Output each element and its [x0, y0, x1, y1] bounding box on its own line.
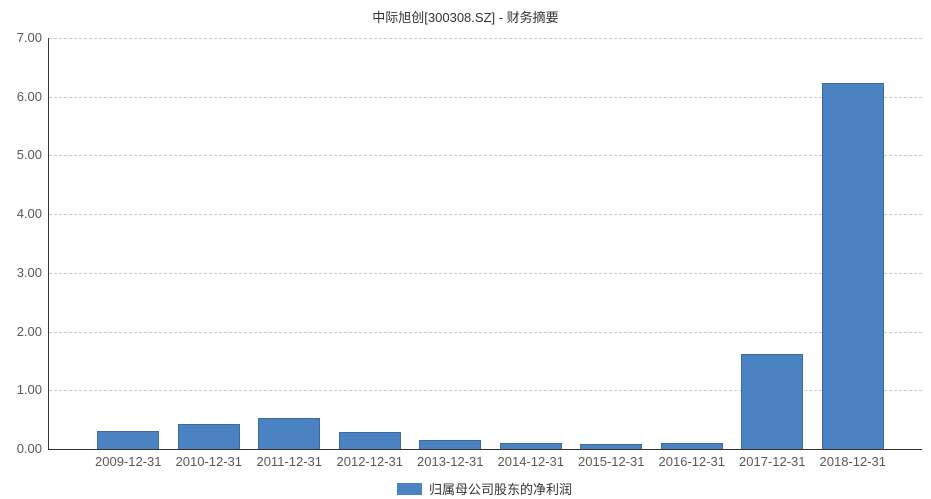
bar-2018-12-31[interactable] [821, 83, 884, 449]
y-axis-label: 7.00 [16, 30, 42, 45]
x-axis-label: 2018-12-31 [819, 454, 887, 469]
legend: 归属母公司股东的净利润 [48, 479, 921, 498]
y-axis-label: 3.00 [16, 264, 42, 280]
x-axis-label: 2017-12-31 [739, 454, 806, 469]
y-axis-label: 6.00 [16, 88, 42, 104]
bar-2017-12-31[interactable] [741, 354, 803, 449]
y-axis-label: 0.00 [16, 441, 42, 456]
gridline [49, 214, 922, 216]
x-axis-label: 2015-12-31 [578, 454, 645, 469]
gridline [49, 390, 922, 392]
bar-2009-12-31[interactable] [97, 431, 159, 449]
x-axis-label: 2009-12-31 [95, 454, 162, 469]
bar-2014-12-31[interactable] [499, 443, 562, 449]
bar-2011-12-31[interactable] [258, 418, 320, 449]
bar-2010-12-31[interactable] [177, 424, 240, 449]
x-axis-label: 2016-12-31 [658, 454, 726, 469]
bar-2015-12-31[interactable] [580, 444, 642, 449]
y-axis-label: 2.00 [16, 323, 42, 339]
legend-swatch [396, 482, 422, 495]
x-axis-label: 2014-12-31 [497, 454, 565, 469]
chart-title: 中际旭创[300308.SZ] - 财务摘要 [372, 10, 559, 25]
gridline [49, 155, 922, 157]
plot-area [48, 38, 922, 450]
x-axis-label: 2011-12-31 [256, 454, 323, 469]
legend-label: 归属母公司股东的净利润 [428, 482, 572, 497]
legend-item-net-profit[interactable]: 归属母公司股东的净利润 [396, 479, 572, 498]
bar-2016-12-31[interactable] [660, 443, 723, 449]
y-axis-label: 5.00 [16, 147, 42, 163]
x-axis-label: 2012-12-31 [336, 454, 404, 469]
gridline [49, 38, 922, 39]
gridline [49, 96, 922, 98]
gridline [49, 331, 922, 333]
y-axis-label: 4.00 [16, 206, 42, 222]
gridline [49, 272, 922, 274]
x-axis-label: 2013-12-31 [417, 454, 484, 469]
bar-2013-12-31[interactable] [419, 440, 481, 449]
y-axis-label: 1.00 [16, 382, 42, 398]
x-axis-label: 2010-12-31 [175, 454, 243, 469]
bar-2012-12-31[interactable] [338, 432, 401, 449]
